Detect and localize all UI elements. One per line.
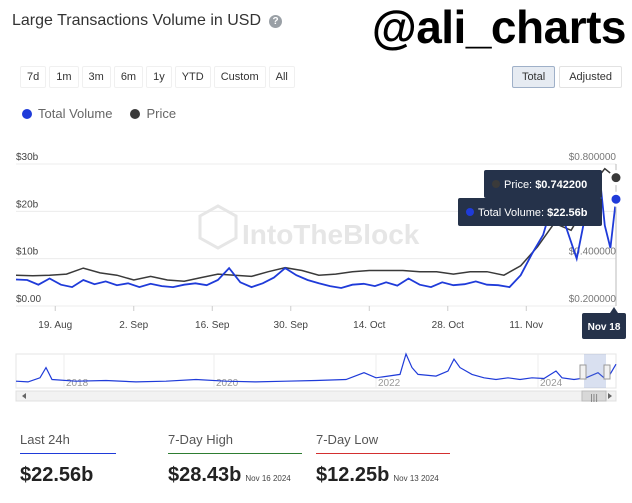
stat-value-7day-high: $28.43b bbox=[168, 464, 242, 486]
chart-title: Large Transactions Volume in USD ? bbox=[12, 12, 283, 30]
scroll-left-arrow-icon bbox=[22, 393, 26, 399]
x-tick-label: 11. Nov bbox=[509, 320, 543, 331]
chart-title-text: Large Transactions Volume in USD bbox=[12, 12, 262, 29]
time-range-selector: 7d 1m 3m 6m 1y YTD Custom All bbox=[20, 66, 295, 88]
y-left-tick-label: $10b bbox=[16, 247, 39, 258]
x-tick-label: 19. Aug bbox=[38, 320, 72, 331]
navigator-selection bbox=[584, 354, 606, 388]
legend-item-price[interactable]: Price bbox=[130, 106, 176, 121]
chart-legend: Total Volume Price bbox=[22, 106, 176, 121]
range-button-all[interactable]: All bbox=[268, 66, 295, 88]
total-toggle-button[interactable]: Total bbox=[511, 66, 556, 88]
stat-7day-high: 7-Day High $28.43b Nov 16 2024 bbox=[168, 432, 302, 487]
y-right-tick-label: $0.200000 bbox=[569, 294, 617, 305]
navigator-year-label: 2018 bbox=[66, 378, 89, 389]
author-handle: @ali_charts bbox=[371, 1, 627, 53]
adjusted-toggle-button[interactable]: Adjusted bbox=[559, 66, 622, 88]
x-tick-label: 14. Oct bbox=[353, 320, 385, 331]
volume-tooltip-value: $22.56b bbox=[547, 207, 588, 219]
date-flag-pointer bbox=[610, 307, 618, 313]
y-left-tick-label: $30b bbox=[16, 152, 39, 163]
stat-date-7day-high: Nov 16 2024 bbox=[245, 474, 291, 483]
date-flag: Nov 18 bbox=[582, 307, 626, 339]
x-tick-label: 28. Oct bbox=[432, 320, 464, 331]
price-marker bbox=[608, 170, 624, 186]
range-button-6m[interactable]: 6m bbox=[113, 66, 144, 88]
legend-dot-volume bbox=[22, 108, 32, 119]
x-tick-label: 16. Sep bbox=[195, 320, 230, 331]
y-left-tick-label: $0.00 bbox=[16, 294, 41, 305]
legend-label-price: Price bbox=[146, 106, 177, 121]
navigator-year-label: 2022 bbox=[378, 378, 401, 389]
range-button-custom[interactable]: Custom bbox=[213, 66, 266, 88]
navigator-handle-left bbox=[579, 364, 587, 380]
stats-row: Last 24h $22.56b 7-Day High $28.43b Nov … bbox=[20, 432, 450, 487]
price-tooltip: Price: $0.742200 bbox=[484, 170, 602, 198]
price-tooltip-label: Price: bbox=[504, 179, 535, 191]
stat-value-7day-low: $12.25b bbox=[316, 464, 390, 486]
stat-date-7day-low: Nov 13 2024 bbox=[393, 474, 439, 483]
question-circle-icon[interactable]: ? bbox=[269, 14, 283, 28]
price-tooltip-dot bbox=[492, 180, 500, 188]
price-tooltip-value: $0.742200 bbox=[535, 179, 587, 191]
stat-label-7day-high: 7-Day High bbox=[168, 432, 302, 454]
stat-label-7day-low: 7-Day Low bbox=[316, 432, 450, 454]
date-flag-bg bbox=[582, 313, 626, 339]
range-button-1y[interactable]: 1y bbox=[146, 66, 172, 88]
legend-dot-price bbox=[130, 108, 141, 119]
navigator-scrollbar-track bbox=[15, 390, 617, 402]
date-flag-text: Nov 18 bbox=[588, 322, 621, 333]
navigator-frame bbox=[15, 353, 617, 389]
stat-7day-low: 7-Day Low $12.25b Nov 13 2024 bbox=[316, 432, 450, 487]
scroll-right-arrow-icon bbox=[608, 393, 612, 399]
navigator-handle-right bbox=[603, 364, 611, 380]
volume-tooltip-label: Total Volume: bbox=[478, 207, 547, 219]
range-button-ytd[interactable]: YTD bbox=[174, 66, 211, 88]
range-button-3m[interactable]: 3m bbox=[81, 66, 111, 88]
stat-value-last-24h: $22.56b bbox=[20, 464, 94, 486]
y-right-tick-label: $0.400000 bbox=[569, 247, 617, 258]
x-tick-label: 2. Sep bbox=[119, 320, 148, 331]
stat-label-last-24h: Last 24h bbox=[20, 432, 116, 454]
navigator-line bbox=[15, 352, 617, 383]
stat-last-24h: Last 24h $22.56b bbox=[20, 432, 152, 487]
volume-tooltip-dot bbox=[466, 208, 474, 216]
volume-line bbox=[15, 171, 617, 289]
range-button-7d[interactable]: 7d bbox=[20, 66, 47, 88]
main-chart: $0.00 $10b $20b $30b $0.200000 $0.400000 $0.80… bbox=[15, 152, 626, 339]
navigator-scrollbar-thumb bbox=[581, 390, 607, 402]
volume-mode-toggle: Total Adjusted bbox=[511, 66, 622, 88]
x-tick-label: 30. Sep bbox=[274, 320, 309, 331]
watermark-hexagon-icon bbox=[198, 204, 238, 250]
volume-tooltip-text: Total Volume: $22.56b bbox=[478, 207, 588, 219]
navigator-year-label: 2020 bbox=[216, 378, 239, 389]
volume-tooltip-bg bbox=[458, 198, 602, 226]
watermark-logo: IntoTheBlock bbox=[198, 204, 420, 250]
price-tooltip-text: Price: $0.742200 bbox=[504, 179, 587, 191]
volume-marker bbox=[608, 191, 624, 207]
watermark-text: IntoTheBlock bbox=[242, 219, 420, 250]
legend-item-total-volume[interactable]: Total Volume bbox=[22, 106, 112, 121]
navigator-year-label: 2024 bbox=[540, 378, 563, 389]
grip-lines-icon: ||| bbox=[590, 393, 598, 402]
y-right-tick-label: $0.800000 bbox=[569, 152, 617, 163]
price-tooltip-bg bbox=[484, 170, 602, 198]
range-button-1m[interactable]: 1m bbox=[49, 66, 79, 88]
navigator-chart[interactable]: 2018 2020 2022 2024 ||| bbox=[0, 350, 632, 405]
y-left-tick-label: $20b bbox=[16, 199, 39, 210]
legend-label-volume: Total Volume bbox=[38, 106, 113, 121]
volume-tooltip: Total Volume: $22.56b bbox=[458, 198, 602, 226]
